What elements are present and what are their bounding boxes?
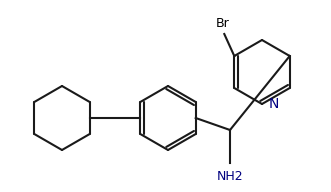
Text: N: N xyxy=(269,97,279,111)
Text: Br: Br xyxy=(215,17,229,30)
Text: NH2: NH2 xyxy=(217,170,243,183)
